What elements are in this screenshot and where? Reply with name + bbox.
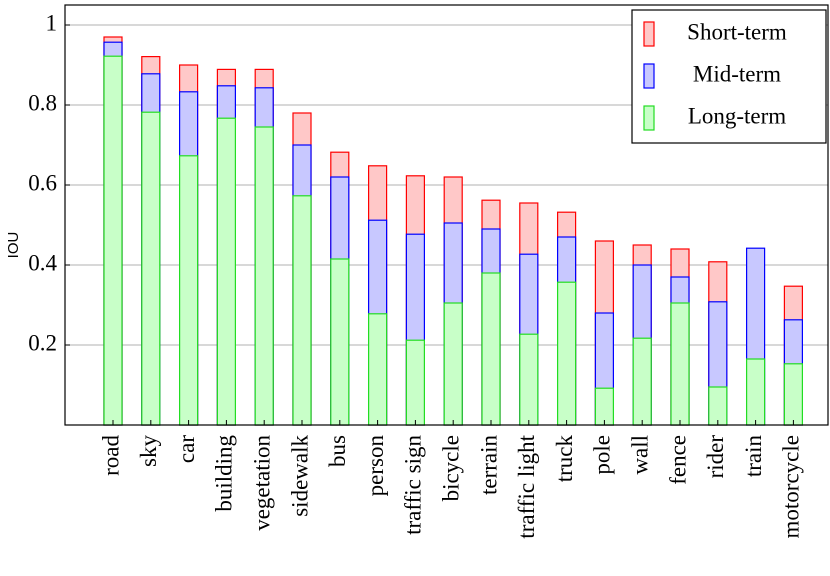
- legend-swatch: [643, 21, 655, 47]
- legend-swatch: [643, 105, 655, 131]
- y-axis-label: IOU: [5, 232, 22, 259]
- x-tick-label: bus: [325, 435, 350, 467]
- x-tick-label: road: [98, 435, 123, 476]
- y-tick-label: 0.6: [28, 170, 57, 195]
- x-tick-label: traffic light: [514, 434, 539, 538]
- x-tick-label: car: [174, 435, 199, 463]
- bar: [254, 126, 274, 426]
- bar: [556, 281, 577, 426]
- x-tick-label: traffic sign: [401, 435, 426, 535]
- legend-label: Mid-term: [693, 61, 781, 86]
- bar: [519, 333, 539, 426]
- x-tick-label: sky: [136, 435, 161, 467]
- bar: [179, 155, 199, 426]
- bar: [783, 363, 804, 426]
- x-tick-label: truck: [552, 435, 577, 483]
- x-tick-label: motorcycle: [779, 435, 804, 538]
- bar: [594, 387, 615, 426]
- bar: [745, 358, 766, 426]
- bar: [443, 302, 463, 426]
- x-tick-label: person: [363, 435, 388, 497]
- x-tick-label: vegetation: [249, 435, 274, 531]
- x-tick-label: wall: [627, 435, 652, 475]
- plot-frame: [64, 4, 829, 426]
- bar: [481, 272, 501, 426]
- bar: [216, 117, 236, 426]
- x-tick-label: rider: [703, 435, 728, 479]
- bar: [632, 337, 652, 426]
- x-tick-label: bicycle: [438, 435, 463, 501]
- bar: [103, 55, 123, 426]
- x-tick-label: terrain: [476, 435, 501, 496]
- x-tick-label: pole: [590, 435, 615, 475]
- bar: [141, 111, 161, 426]
- x-tick-label: sidewalk: [287, 435, 312, 517]
- y-tick-label: 0.4: [28, 250, 57, 275]
- bar: [670, 302, 690, 426]
- legend-label: Long-term: [688, 103, 786, 128]
- bar: [708, 386, 728, 426]
- x-tick-label: building: [212, 435, 237, 512]
- y-tick-label: 0.2: [28, 330, 57, 355]
- x-tick-label: fence: [665, 435, 690, 485]
- legend-label: Short-term: [687, 19, 787, 44]
- legend-swatch: [643, 63, 655, 89]
- bar: [292, 195, 312, 426]
- bar: [330, 258, 350, 426]
- bar: [405, 339, 425, 426]
- y-tick-label: 1: [46, 10, 58, 35]
- bar: [368, 313, 388, 426]
- y-tick-label: 0.8: [28, 90, 57, 115]
- x-tick-label: train: [741, 435, 766, 478]
- legend-box: [631, 9, 827, 144]
